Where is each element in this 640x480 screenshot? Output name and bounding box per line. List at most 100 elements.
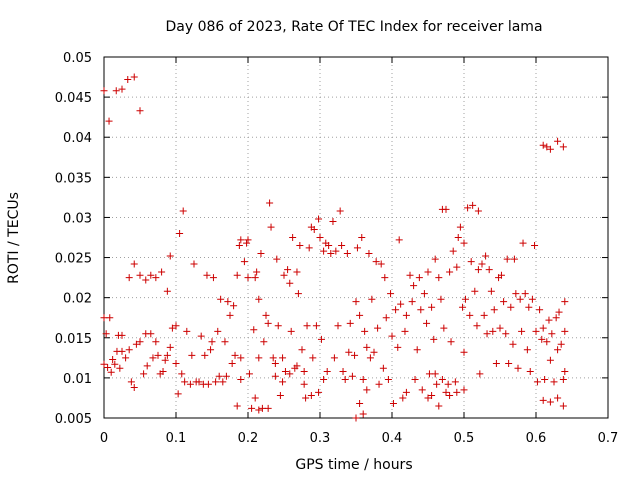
data-point: [446, 392, 454, 400]
data-point: [255, 295, 263, 303]
data-point: [528, 295, 536, 303]
data-point: [554, 394, 562, 402]
data-point: [358, 234, 366, 241]
data-point: [543, 338, 551, 346]
data-point: [368, 295, 376, 303]
data-point: [195, 378, 203, 386]
data-point: [489, 327, 497, 335]
data-point: [274, 322, 282, 330]
data-point: [320, 247, 328, 255]
data-point: [262, 311, 270, 319]
data-point: [375, 380, 383, 388]
data-point: [300, 367, 308, 375]
data-point: [208, 338, 216, 346]
x-tick-label: 0: [100, 431, 108, 446]
data-point: [379, 364, 387, 372]
data-point: [294, 290, 302, 298]
data-point: [392, 306, 400, 314]
data-point: [116, 364, 124, 372]
data-point: [552, 314, 560, 322]
data-point: [309, 354, 317, 362]
data-point: [365, 250, 373, 258]
data-point: [222, 372, 230, 380]
data-point: [497, 271, 505, 279]
data-point: [317, 335, 325, 343]
data-point: [496, 324, 504, 332]
data-point: [546, 145, 554, 153]
data-point: [545, 316, 553, 324]
data-point: [231, 351, 239, 359]
data-point: [514, 364, 522, 372]
data-point: [546, 356, 554, 364]
data-point: [127, 378, 135, 386]
data-point: [461, 295, 469, 303]
data-point: [149, 354, 157, 362]
data-point: [397, 300, 405, 308]
data-point: [346, 319, 354, 327]
data-point: [345, 348, 353, 356]
data-point: [370, 348, 378, 356]
data-point: [387, 290, 395, 298]
data-point: [215, 372, 223, 380]
data-point: [214, 327, 222, 335]
data-point: [420, 290, 428, 298]
data-point: [125, 274, 133, 282]
data-point: [230, 302, 238, 310]
data-point: [260, 338, 268, 346]
data-point: [233, 402, 241, 410]
data-point: [271, 372, 279, 380]
data-point: [286, 370, 294, 378]
data-point: [456, 223, 464, 231]
data-point: [248, 404, 256, 412]
data-point: [204, 380, 212, 388]
data-point: [217, 295, 225, 303]
data-point: [312, 322, 320, 330]
data-point: [219, 378, 227, 386]
data-point: [532, 327, 540, 335]
y-tick-label: 0.04: [63, 131, 92, 146]
data-point: [492, 359, 500, 367]
data-point: [233, 271, 241, 279]
data-point: [435, 402, 443, 410]
data-point: [305, 244, 313, 252]
data-point: [279, 378, 287, 386]
data-point: [237, 354, 245, 362]
data-point: [559, 143, 567, 151]
data-point: [454, 234, 462, 241]
data-point: [394, 343, 402, 351]
data-point: [159, 367, 167, 375]
data-point: [105, 117, 113, 125]
data-point: [559, 402, 567, 410]
data-point: [183, 327, 191, 335]
data-point: [460, 386, 468, 394]
data-point: [118, 347, 126, 355]
data-point: [550, 378, 558, 386]
data-point: [500, 298, 508, 306]
data-point: [240, 258, 248, 266]
data-point: [539, 324, 547, 332]
data-point: [543, 143, 551, 151]
data-point: [221, 338, 229, 346]
data-point: [374, 324, 382, 332]
data-point: [293, 268, 301, 276]
data-point: [413, 346, 421, 354]
data-point: [257, 250, 265, 258]
data-point: [361, 327, 369, 335]
data-point: [554, 346, 562, 354]
data-point: [255, 406, 263, 414]
data-point: [359, 410, 367, 418]
data-point: [140, 370, 148, 378]
data-point: [338, 242, 346, 250]
data-point: [384, 375, 392, 383]
data-point: [118, 85, 126, 93]
data-point: [152, 338, 160, 346]
data-point: [130, 384, 138, 392]
data-point: [158, 268, 166, 276]
data-point: [516, 295, 524, 303]
data-point: [293, 362, 301, 370]
data-point: [136, 107, 144, 115]
data-point: [538, 335, 546, 343]
data-point: [334, 322, 342, 330]
data-point: [480, 311, 488, 319]
data-point: [561, 367, 569, 375]
